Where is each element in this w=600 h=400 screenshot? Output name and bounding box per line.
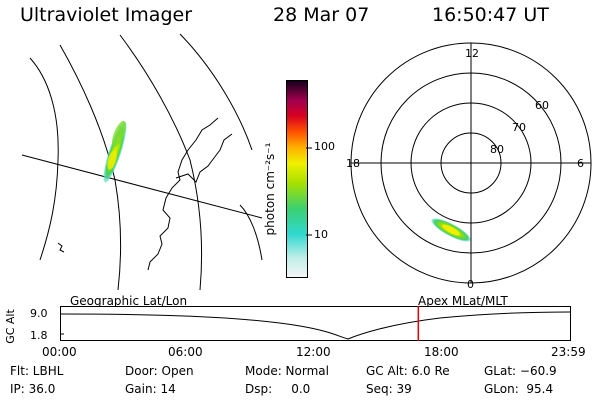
colorbar-unit-label: photon cm⁻²s⁻¹	[263, 142, 277, 236]
door-readout: Door: Open	[125, 364, 194, 378]
mode-readout: Mode: Normal	[245, 364, 329, 378]
mlt-label-6: 6	[577, 157, 584, 170]
observation-time: 16:50:47 UT	[432, 4, 549, 26]
dsp-readout: Dsp: 0.0	[245, 382, 311, 396]
altitude-timeline-plot	[60, 306, 571, 341]
seq-readout: Seq: 39	[366, 382, 412, 396]
polar-mlat-mlt-plot	[350, 42, 592, 284]
island-outline	[57, 242, 65, 253]
aurora-emission-polar	[431, 218, 471, 242]
apex-panel-title: Apex MLat/MLT	[418, 294, 508, 308]
gc-alt-readout: GC Alt: 6.0 Re	[366, 364, 450, 378]
instrument-title: Ultraviolet Imager	[20, 4, 193, 26]
aurora-emission-map	[103, 120, 127, 183]
filter-readout: Flt: LBHL	[10, 364, 64, 378]
meridian-line	[21, 154, 263, 219]
altitude-axis-label-wrap: GC Alt	[2, 309, 26, 344]
mlat-label-60: 60	[535, 99, 549, 112]
altitude-tick-high: 9.0	[30, 307, 48, 320]
observation-date: 28 Mar 07	[273, 4, 370, 26]
altitude-tick-low: 1.8	[30, 329, 48, 342]
time-tick-1800: 18:00	[424, 345, 459, 359]
colorbar-tick-100: 100	[314, 140, 335, 153]
colorbar-scale	[286, 80, 308, 278]
gain-readout: Gain: 14	[125, 382, 176, 396]
time-tick-0600: 06:00	[168, 345, 203, 359]
coastline	[147, 117, 233, 271]
time-tick-2359: 23:59	[551, 345, 586, 359]
lat-circle-3	[119, 34, 203, 291]
colorbar-tick-10: 10	[314, 228, 328, 241]
glon-readout: GLon: 95.4	[484, 382, 554, 396]
mlat-label-70: 70	[512, 121, 526, 134]
lat-circle-1	[29, 57, 59, 261]
altitude-axis-label: GC Alt	[3, 309, 17, 344]
mlt-label-12: 12	[465, 47, 479, 60]
time-tick-0000: 00:00	[42, 345, 77, 359]
lat-circle-5	[239, 204, 263, 261]
geographic-map	[21, 33, 263, 291]
glat-readout: GLat: −60.9	[484, 364, 557, 378]
altitude-curve	[61, 311, 571, 340]
lat-circle-4	[179, 33, 253, 151]
mlt-label-18: 18	[346, 157, 360, 170]
ip-readout: IP: 36.0	[10, 382, 56, 396]
colorbar-tick-marks	[306, 147, 312, 236]
mlat-label-80: 80	[490, 143, 504, 156]
geographic-panel-title: Geographic Lat/Lon	[70, 294, 188, 308]
mlt-label-0: 0	[467, 278, 474, 291]
time-tick-1200: 12:00	[296, 345, 331, 359]
